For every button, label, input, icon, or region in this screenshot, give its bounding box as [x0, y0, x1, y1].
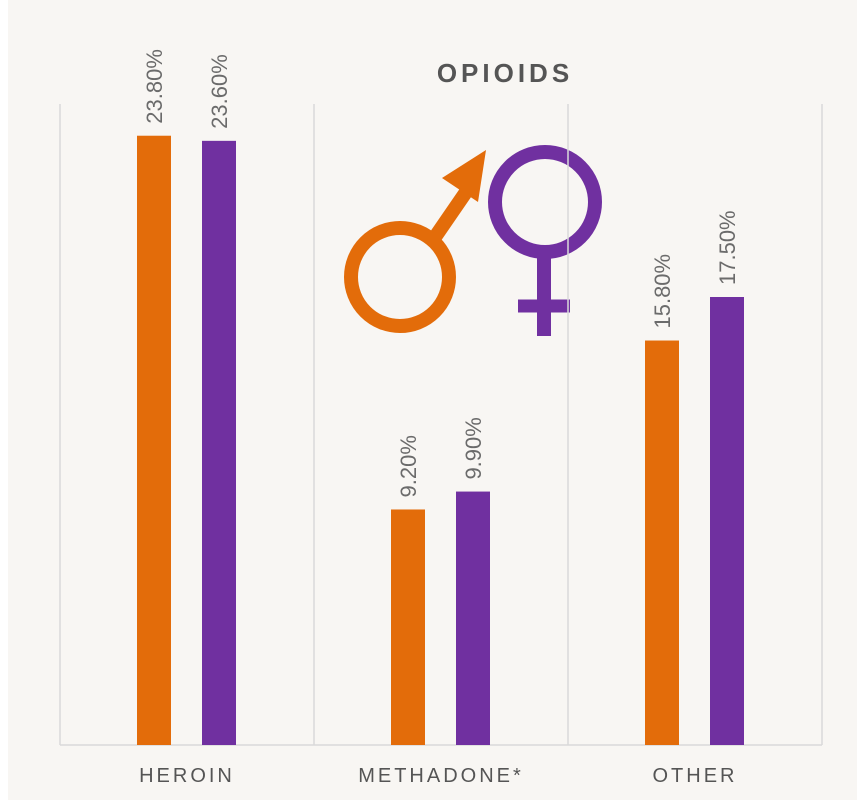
- value-label: 9.20%: [396, 435, 421, 497]
- value-label: 17.50%: [715, 210, 740, 285]
- bar: [202, 140, 236, 746]
- male-symbol: [344, 150, 486, 333]
- value-label: 23.80%: [142, 49, 167, 124]
- value-label: 23.60%: [207, 54, 232, 129]
- bar: [456, 491, 490, 745]
- x-tick-label: OTHER: [653, 765, 738, 787]
- bar: [645, 340, 679, 745]
- bar: [391, 509, 425, 745]
- chart-title: OPIOIDS: [437, 58, 573, 88]
- female-symbol: [488, 145, 602, 336]
- value-label: 9.90%: [461, 417, 486, 479]
- bar: [137, 135, 171, 746]
- x-tick-label: HEROIN: [139, 765, 235, 787]
- x-tick-label: METHADONE*: [358, 765, 524, 787]
- bar: [710, 297, 744, 745]
- value-label: 15.80%: [650, 254, 675, 329]
